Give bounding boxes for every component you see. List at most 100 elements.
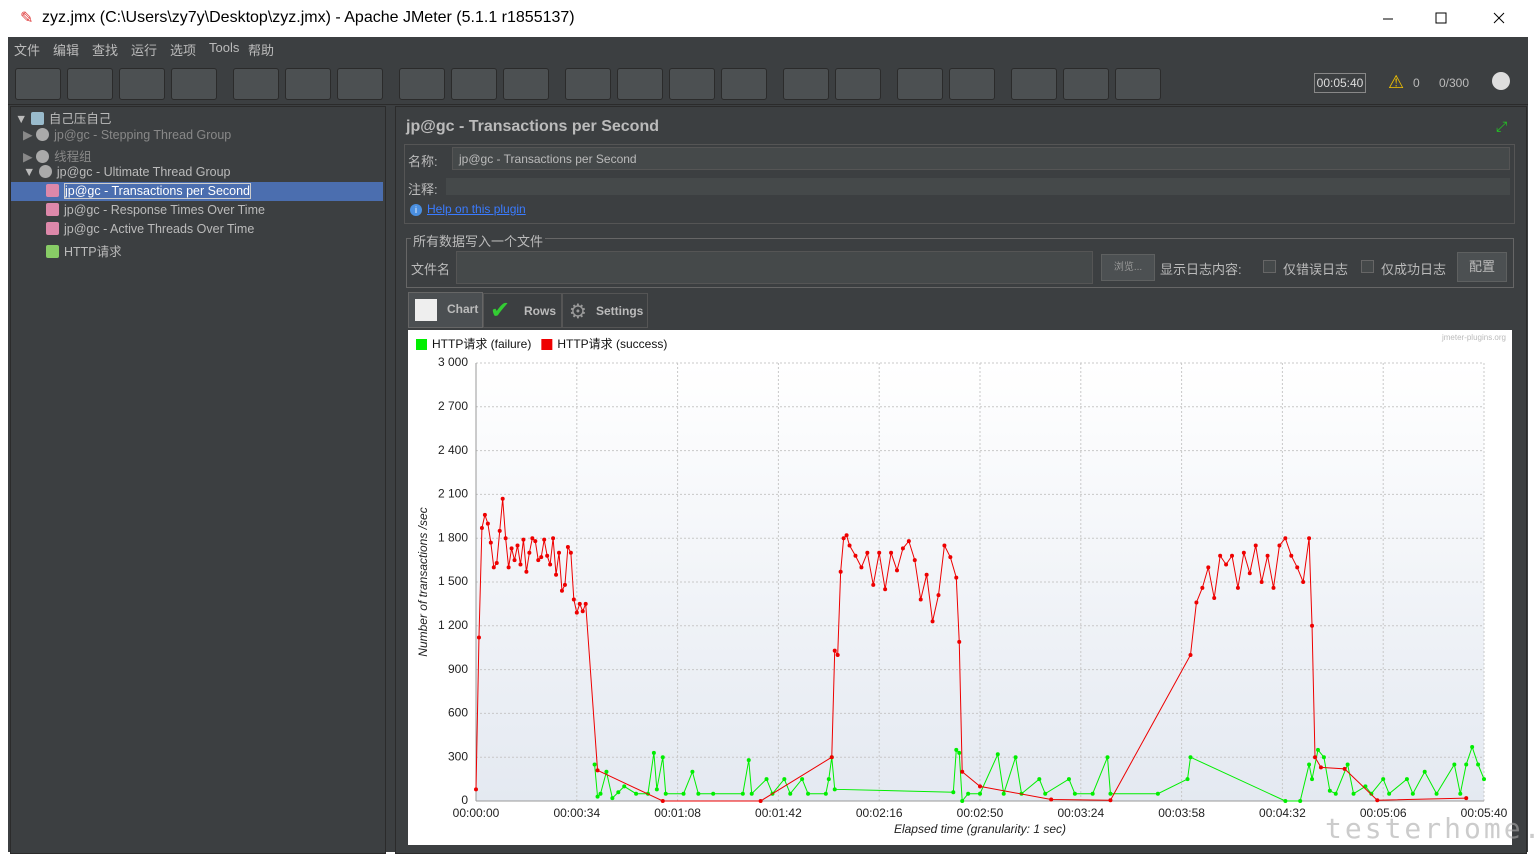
data-point [1200,585,1205,590]
menu-item[interactable]: 查找 [92,43,119,58]
data-point [900,546,905,551]
data-point [1090,791,1095,796]
tree-node[interactable]: ▼ jp@gc - Ultimate Thread Group [23,165,231,179]
data-point [954,747,959,752]
data-point [565,544,570,549]
tab[interactable]: ⚙ Settings [562,293,648,328]
data-point [877,550,882,555]
x-tick-label: 00:05:06 [1360,806,1407,820]
checkbox[interactable] [1361,260,1374,273]
toolbar-button[interactable] [171,68,217,100]
toolbar-button[interactable] [1063,68,1109,100]
globe-icon[interactable] [1492,72,1510,90]
toolbar-button[interactable] [233,68,279,100]
data-point [1218,553,1223,558]
data-point [782,777,787,782]
help-link[interactable]: Help on this plugin [427,202,526,216]
data-point [696,791,701,796]
tree-node[interactable]: ▶ jp@gc - Stepping Thread Group [23,128,232,142]
menu-item[interactable]: 编辑 [53,43,80,58]
data-point [515,543,520,548]
checkbox[interactable] [1263,260,1276,273]
toolbar-button[interactable] [503,68,549,100]
tree-label: jp@gc - Transactions per Second [64,183,252,199]
data-point [530,536,535,541]
title-bar: ✎ zyz.jmx (C:\Users\zy7y\Desktop\zyz.jmx… [0,0,1536,37]
expand-icon[interactable]: ⤢ [1496,118,1508,134]
credit: jmeter-plugins.org [1441,333,1506,342]
toolbar-button[interactable] [617,68,663,100]
tree-node[interactable]: ▶ 线程组 [23,150,92,164]
file-group [406,238,1514,288]
data-point [1241,550,1246,555]
menu-item[interactable]: 文件 [14,43,41,58]
toolbar-button[interactable] [15,68,61,100]
toolbar-button[interactable] [67,68,113,100]
window-title: zyz.jmx (C:\Users\zy7y\Desktop\zyz.jmx) … [42,9,575,26]
data-point [1318,765,1323,770]
menu-item[interactable]: Tools [209,40,240,55]
comment-label: 注释: [408,182,438,197]
x-tick-label: 00:00:00 [453,806,500,820]
toolbar-button[interactable] [1011,68,1057,100]
tab[interactable]: ✔ Rows [483,293,562,328]
data-point [610,796,615,801]
tree-node[interactable]: HTTP请求 [46,241,122,260]
data-point [527,550,532,555]
data-point [1434,791,1439,796]
file-label: 文件名 [411,262,451,277]
data-point [1206,565,1211,570]
data-point [474,787,478,792]
y-tick-label: 600 [448,706,468,720]
tree-label: 自己压自己 [48,112,112,126]
toolbar-button[interactable] [721,68,767,100]
data-point [942,543,947,548]
tree-label: jp@gc - Ultimate Thread Group [56,165,231,179]
toolbar-button[interactable] [451,68,497,100]
tree-node[interactable]: jp@gc - Response Times Over Time [46,203,265,217]
toolbar-button[interactable] [669,68,715,100]
name-input[interactable]: jp@gc - Transactions per Second [452,147,1510,170]
data-point [1185,777,1190,782]
data-point [1310,623,1315,628]
file-input[interactable] [456,251,1093,284]
toolbar-button[interactable] [565,68,611,100]
browse-button[interactable]: 浏览... [1101,254,1155,281]
data-point [583,601,588,606]
toolbar-button[interactable] [835,68,881,100]
data-point [853,553,858,558]
tree-node[interactable]: jp@gc - Transactions per Second [46,183,252,199]
toolbar-button[interactable] [897,68,943,100]
warning-icon[interactable]: ⚠ [1388,72,1405,92]
data-point [518,562,523,567]
toolbar-button[interactable] [783,68,829,100]
data-point [936,593,941,598]
data-point [746,758,751,763]
comment-input[interactable] [446,178,1510,195]
data-point [832,648,837,653]
toolbar-button[interactable] [399,68,445,100]
menu-item[interactable]: 帮助 [248,43,275,58]
menu-item[interactable]: 运行 [131,43,158,58]
data-point [506,565,511,570]
toolbar-button[interactable] [119,68,165,100]
data-point [883,587,888,592]
toolbar-button[interactable] [1115,68,1161,100]
window-controls[interactable] [1370,8,1520,30]
toolbar-button[interactable] [949,68,995,100]
data-point [503,536,508,541]
toolbar-button[interactable] [337,68,383,100]
tree-node[interactable]: jp@gc - Active Threads Over Time [46,222,254,236]
toolbar-button[interactable] [285,68,331,100]
data-point [966,791,971,796]
data-point [577,601,582,606]
y-tick-label: 900 [448,662,468,676]
tab[interactable]: Chart [408,292,483,328]
data-point [1066,777,1071,782]
data-point [978,784,982,789]
data-point [1108,798,1113,803]
tree-node[interactable]: ▼ 自己压自己 [15,112,112,126]
menu-item[interactable]: 选项 [170,43,197,58]
configure-button[interactable]: 配置 [1457,252,1507,282]
data-point [847,543,852,548]
